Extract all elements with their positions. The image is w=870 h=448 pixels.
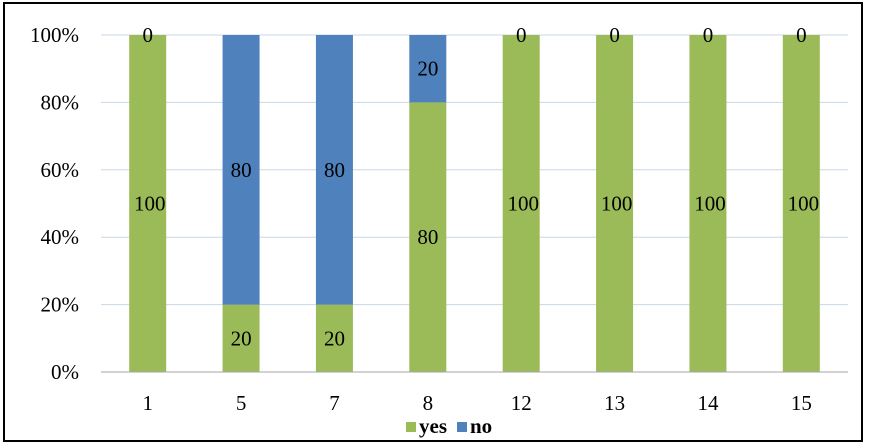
legend-label-no: no (470, 414, 492, 438)
y-tick-label: 20% (41, 293, 80, 317)
data-label: 100 (507, 192, 539, 216)
bar-segment-yes (596, 35, 634, 372)
bar-segment-no (409, 35, 447, 103)
legend-swatch-yes (406, 422, 416, 432)
y-tick-label: 80% (41, 90, 80, 114)
data-label: 20 (324, 326, 345, 350)
x-tick-label: 8 (423, 391, 434, 415)
bar-segment-yes (782, 35, 820, 372)
x-tick-label: 5 (236, 391, 247, 415)
legend-label-yes: yes (419, 414, 447, 438)
x-tick-label: 7 (329, 391, 340, 415)
data-label: 100 (134, 192, 166, 216)
bar-segment-yes (689, 35, 727, 372)
x-tick-label: 12 (511, 391, 532, 415)
data-label: 80 (231, 158, 252, 182)
data-label: 0 (796, 23, 807, 47)
data-label: 100 (788, 192, 820, 216)
bar-segment-no (222, 35, 260, 305)
data-label: 80 (417, 225, 438, 249)
y-tick-label: 0% (51, 360, 79, 384)
data-label: 0 (609, 23, 620, 47)
bar-segment-yes (129, 35, 167, 372)
x-tick-label: 1 (142, 391, 153, 415)
bar-segment-yes (502, 35, 540, 372)
y-tick-label: 100% (30, 23, 79, 47)
data-label: 0 (516, 23, 527, 47)
bar-segment-yes (222, 304, 260, 372)
bar-segment-yes (409, 102, 447, 373)
data-label: 100 (694, 192, 726, 216)
x-tick-label: 15 (791, 391, 812, 415)
data-label: 80 (324, 158, 345, 182)
legend-swatch-no (457, 422, 467, 432)
bar-segment-yes (315, 304, 353, 372)
data-label: 20 (417, 57, 438, 81)
bar-segment-no (315, 35, 353, 305)
data-label: 0 (703, 23, 714, 47)
x-tick-label: 14 (697, 391, 719, 415)
y-tick-label: 60% (41, 158, 80, 182)
data-label: 20 (231, 326, 252, 350)
data-label: 100 (601, 192, 633, 216)
y-tick-label: 40% (41, 225, 80, 249)
data-label: 0 (142, 23, 153, 47)
x-tick-label: 13 (604, 391, 625, 415)
